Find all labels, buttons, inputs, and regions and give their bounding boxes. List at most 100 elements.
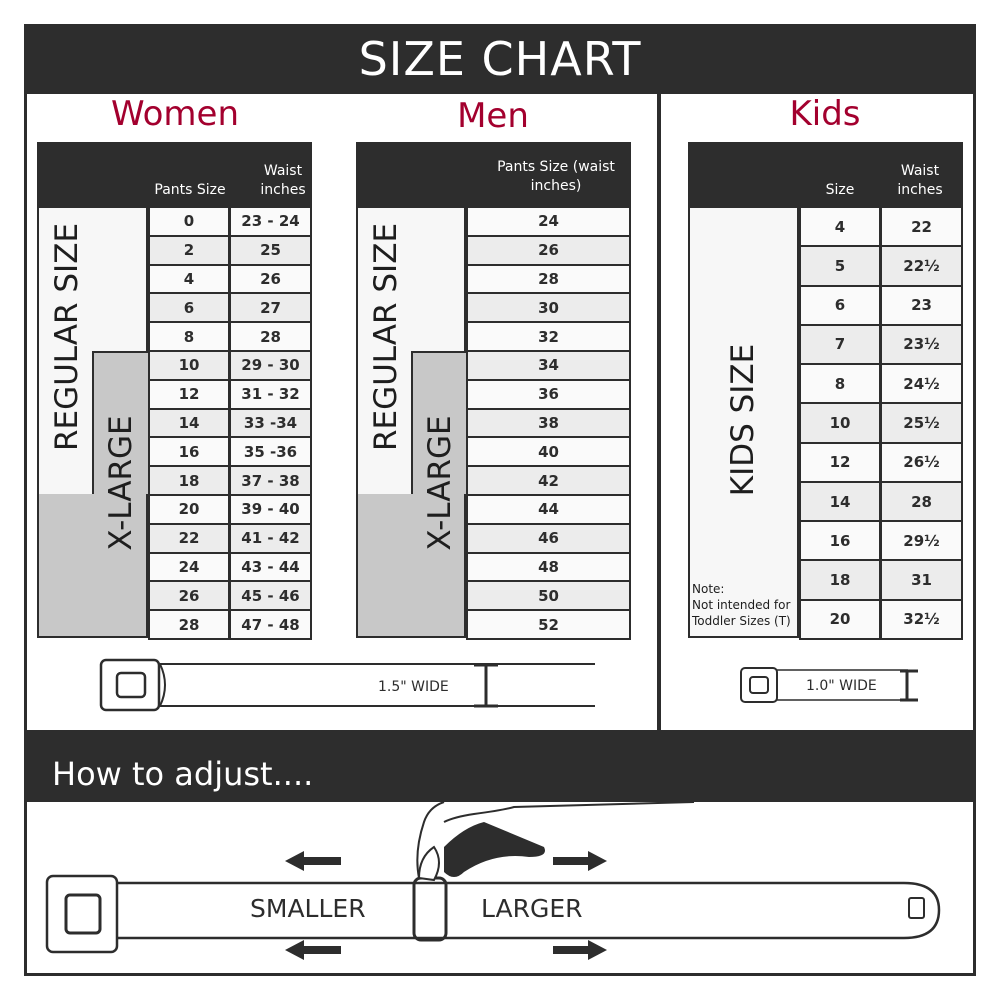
kids-col-waist: Waist inches <box>897 163 943 198</box>
kids-waist-cell: 32½ <box>880 598 963 640</box>
kids-size-cell: 16 <box>799 520 881 562</box>
kids-waist-cell: 29½ <box>880 520 963 562</box>
kids-size-cell: 14 <box>799 480 881 523</box>
kids-size-cell: 18 <box>799 559 881 601</box>
men-pants-cell: 30 <box>466 292 631 324</box>
women-waist-cell: 39 - 40 <box>229 494 312 525</box>
kids-note: Note: Not intended for Toddler Sizes (T) <box>692 581 796 629</box>
men-pants-cell: 44 <box>466 494 631 525</box>
kids-size-cell: 4 <box>799 206 881 248</box>
women-waist-cell: 28 <box>229 321 312 352</box>
men-pants-cell: 24 <box>466 206 631 237</box>
buckle-icon <box>45 874 119 954</box>
kids-waist-cell: 31 <box>880 559 963 601</box>
arrow-left-icon <box>285 940 341 960</box>
kids-width-label: 1.0" WIDE <box>806 678 877 694</box>
women-waist-cell: 33 -34 <box>229 407 312 439</box>
women-pants-cell: 10 <box>148 350 230 381</box>
women-waist-cell: 27 <box>229 292 312 324</box>
women-pants-cell: 12 <box>148 378 230 410</box>
kids-waist-cell: 23 <box>880 284 963 326</box>
women-pants-cell: 6 <box>148 292 230 324</box>
women-xlarge-label: X-LARGE <box>103 415 139 551</box>
buckle-icon <box>99 658 161 712</box>
arrow-icons <box>285 851 607 960</box>
kids-size-cell: 6 <box>799 284 881 326</box>
women-men-width-label: 1.5" WIDE <box>378 679 449 695</box>
men-pants-cell: 32 <box>466 321 631 352</box>
larger-label: LARGER <box>481 894 583 923</box>
kids-size-label: KIDS SIZE <box>725 343 761 497</box>
arrow-right-icon <box>553 940 607 960</box>
adjust-heading: How to adjust.... <box>24 730 976 802</box>
hand-icon <box>416 802 695 882</box>
kids-waist-cell: 23½ <box>880 323 963 366</box>
women-xlarge-region <box>92 351 148 496</box>
women-waist-cell: 29 - 30 <box>229 350 312 381</box>
women-waist-cell: 31 - 32 <box>229 378 312 410</box>
kids-table-header: Size Waist inches <box>688 142 963 206</box>
kids-waist-cell: 26½ <box>880 441 963 483</box>
kids-size-cell: 20 <box>799 598 881 640</box>
men-regular-label: REGULAR SIZE <box>368 222 404 452</box>
women-waist-cell: 45 - 46 <box>229 580 312 612</box>
women-pants-cell: 16 <box>148 436 230 468</box>
kids-heading: Kids <box>789 94 861 134</box>
women-col-waist: Waist inches <box>260 163 306 198</box>
arrow-left-icon <box>285 851 341 871</box>
kids-size-cell: 10 <box>799 402 881 444</box>
women-pants-cell: 18 <box>148 465 230 496</box>
page-title: SIZE CHART <box>24 24 976 94</box>
women-waist-cell: 37 - 38 <box>229 465 312 496</box>
women-waist-cell: 26 <box>229 263 312 295</box>
kids-waist-cell: 22 <box>880 206 963 248</box>
women-heading: Women <box>110 94 239 134</box>
men-pants-cell: 42 <box>466 465 631 496</box>
kids-size-cell: 8 <box>799 363 881 405</box>
belt-tip-hole-icon <box>908 897 925 919</box>
women-pants-cell: 28 <box>148 609 230 640</box>
men-pants-cell: 50 <box>466 580 631 612</box>
kids-size-cell: 7 <box>799 323 881 366</box>
width-marker-icon <box>900 669 918 702</box>
women-pants-cell: 26 <box>148 580 230 612</box>
women-xlarge-region-lower <box>37 494 148 638</box>
women-pants-cell: 8 <box>148 321 230 352</box>
kids-waist-cell: 28 <box>880 480 963 523</box>
men-pants-cell: 34 <box>466 350 631 381</box>
belt-1-0-illustration <box>740 667 918 703</box>
adjust-illustration <box>45 802 941 960</box>
men-xlarge-region <box>411 351 466 496</box>
buckle-icon <box>740 667 778 703</box>
kids-size-cell: 5 <box>799 245 881 287</box>
women-table-header: Pants Size Waist inches <box>37 142 312 206</box>
kids-note-text: Not intended for Toddler Sizes (T) <box>692 598 791 628</box>
women-waist-cell: 25 <box>229 234 312 266</box>
women-col-pants: Pants Size <box>154 182 226 198</box>
smaller-label: SMALLER <box>250 894 366 923</box>
women-pants-cell: 22 <box>148 522 230 554</box>
men-pants-cell: 46 <box>466 522 631 554</box>
women-pants-cell: 24 <box>148 551 230 583</box>
men-pants-cell: 52 <box>466 609 631 640</box>
men-pants-cell: 40 <box>466 436 631 468</box>
men-pants-cell: 36 <box>466 378 631 410</box>
kids-waist-cell: 25½ <box>880 402 963 444</box>
kids-size-cell: 12 <box>799 441 881 483</box>
men-xlarge-label: X-LARGE <box>422 415 458 551</box>
men-heading: Men <box>457 96 529 136</box>
women-pants-cell: 4 <box>148 263 230 295</box>
men-pants-cell: 28 <box>466 263 631 295</box>
kids-note-title: Note: <box>692 582 725 596</box>
men-pants-cell: 26 <box>466 234 631 266</box>
women-pants-cell: 0 <box>148 206 230 237</box>
men-xlarge-region-lower <box>356 494 466 638</box>
arrow-right-icon <box>553 851 607 871</box>
women-waist-cell: 43 - 44 <box>229 551 312 583</box>
width-marker-icon <box>474 663 498 708</box>
women-pants-cell: 20 <box>148 494 230 525</box>
men-col-pants: Pants Size (waist inches) <box>497 159 615 194</box>
men-pants-cell: 38 <box>466 407 631 439</box>
women-waist-cell: 47 - 48 <box>229 609 312 640</box>
women-waist-cell: 41 - 42 <box>229 522 312 554</box>
